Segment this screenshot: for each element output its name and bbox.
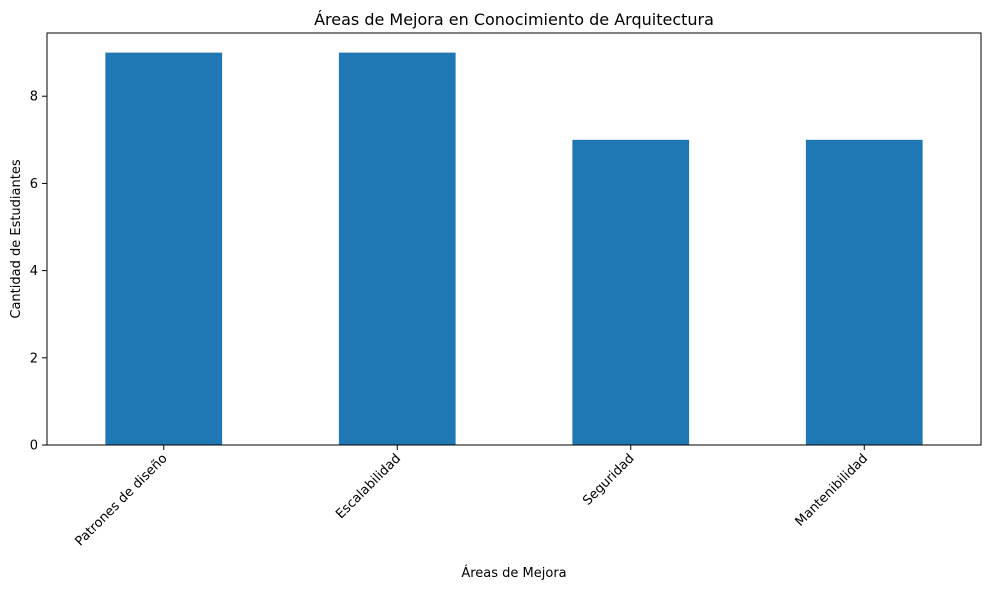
x-axis: Patrones de diseño Escalabilidad Seguridad… xyxy=(73,445,871,549)
y-axis: 0 2 4 6 8 xyxy=(30,90,47,454)
x-tick-label-1: Escalabilidad xyxy=(333,451,404,522)
bar-2 xyxy=(572,139,690,445)
chart-title: Áreas de Mejora en Conocimiento de Arqui… xyxy=(314,10,714,29)
bar-0 xyxy=(105,52,223,445)
y-tick-label-2: 4 xyxy=(30,264,38,279)
y-axis-label: Cantidad de Estudiantes xyxy=(9,159,24,318)
bar-1 xyxy=(338,52,456,445)
y-tick-label-3: 6 xyxy=(30,177,38,192)
x-tick-label-3: Mantenibilidad xyxy=(793,451,871,529)
plot-area-frame xyxy=(46,32,982,446)
x-tick-label-0: Patrones de diseño xyxy=(73,451,171,549)
x-tick-label-2: Seguridad xyxy=(580,451,637,508)
y-tick-label-4: 8 xyxy=(30,90,38,105)
x-axis-label: Áreas de Mejora xyxy=(461,565,566,581)
y-tick-label-0: 0 xyxy=(30,439,38,454)
bar-3 xyxy=(805,139,923,445)
bars-group xyxy=(105,52,923,445)
y-tick-label-1: 2 xyxy=(30,351,38,366)
